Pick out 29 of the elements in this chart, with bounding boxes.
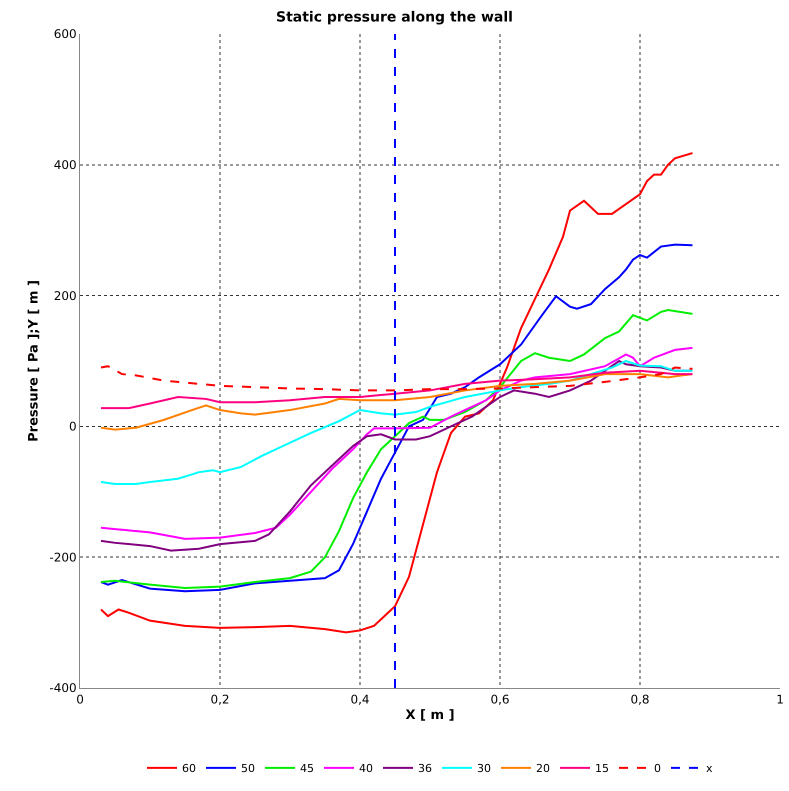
legend-label: 20	[536, 762, 550, 776]
legend-label: 60	[182, 762, 196, 776]
x-tick-label: 0,2	[210, 692, 230, 706]
legend-label: 0	[654, 762, 661, 776]
x-tick-label: 0,6	[490, 692, 510, 706]
x-axis-title: X [ m ]	[405, 708, 455, 723]
x-tick-label: 1	[776, 692, 784, 706]
y-axis-title: Pressure [ Pa ];Y [ m ]	[26, 280, 42, 442]
legend-label: x	[706, 762, 713, 776]
chart-title: Static pressure along the wall	[276, 10, 513, 26]
legend-label: 36	[418, 762, 432, 776]
line-series	[100, 308, 694, 589]
line-series	[100, 152, 694, 634]
y-tick-label: 0	[68, 420, 77, 434]
y-tick-label: 400	[54, 158, 77, 172]
y-tick-label: -200	[49, 550, 77, 564]
y-tick-label: 200	[54, 288, 77, 303]
x-tick-label: 0,4	[350, 692, 370, 706]
legend-label: 40	[359, 762, 373, 776]
legend-label: 45	[300, 762, 314, 776]
x-tick-label: 0,8	[630, 692, 650, 706]
y-tick-label: -400	[49, 681, 77, 696]
legend-label: 50	[241, 762, 255, 776]
line-series	[100, 373, 694, 431]
line-series	[100, 370, 694, 410]
y-tick-label: 600	[54, 27, 77, 42]
legend-label: 30	[477, 762, 491, 776]
line-series	[100, 360, 694, 485]
legend-label: 15	[595, 762, 609, 776]
